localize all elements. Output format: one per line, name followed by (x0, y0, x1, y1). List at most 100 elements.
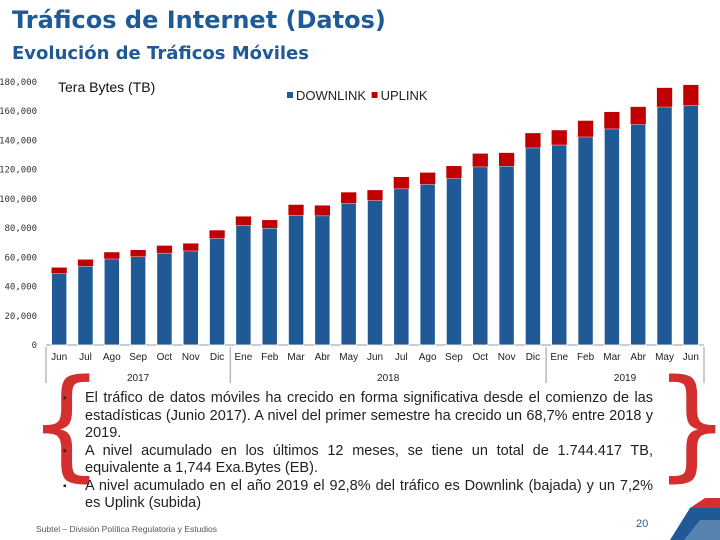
bar-downlink (393, 188, 410, 346)
y-tick-label: 80,000 (4, 224, 37, 234)
legend-swatch (371, 92, 378, 98)
x-tick-label: Dic (210, 352, 224, 363)
bar-uplink (656, 87, 673, 107)
legend-label: DOWNLINK (296, 88, 366, 103)
bar-downlink (603, 128, 620, 346)
right-brace: } (654, 365, 720, 485)
x-tick-label: Jun (683, 352, 699, 363)
y-tick-label: 60,000 (4, 253, 37, 263)
note-item: ▪ El tráfico de datos móviles ha crecido … (63, 390, 653, 443)
bar-downlink (577, 136, 594, 346)
bar-downlink (261, 227, 278, 346)
bar-uplink (577, 120, 594, 137)
bar-uplink (104, 252, 120, 259)
left-brace: { (28, 355, 105, 494)
x-tick-label: Jun (367, 352, 383, 363)
note-item: ▪ A nivel acumulado en el año 2019 el 92,… (63, 478, 653, 513)
bar-uplink (262, 220, 278, 229)
bar-downlink (630, 123, 647, 346)
year-label: 2019 (614, 373, 637, 384)
bar-downlink (77, 265, 94, 346)
x-tick-label: Sep (129, 352, 147, 363)
bar-downlink (498, 165, 515, 346)
bullet-icon: ▪ (63, 445, 67, 457)
x-tick-label: May (339, 352, 358, 363)
bullet-icon: ▪ (63, 480, 67, 492)
bar-uplink (498, 152, 515, 167)
note-text: A nivel acumulado en los últimos 12 mese… (85, 442, 653, 477)
y-tick-label: 40,000 (4, 283, 37, 293)
bar-uplink (314, 205, 330, 216)
x-tick-label: May (655, 352, 674, 363)
x-tick-label: Ene (235, 352, 253, 363)
bar-downlink (472, 166, 489, 346)
bar-downlink (209, 237, 226, 346)
x-tick-label: Oct (157, 352, 173, 363)
bar-uplink (683, 84, 699, 106)
bar-downlink (288, 214, 305, 346)
y-tick-label: 0 (32, 341, 37, 351)
page-subtitle: Evolución de Tráficos Móviles (12, 43, 309, 64)
x-tick-label: Feb (577, 352, 595, 363)
bar-uplink (472, 153, 488, 167)
traffic-bar-chart: 0 20,000 40,000 60,000 80,000 100,000 120,000 1… (0, 78, 705, 384)
x-tick-label: Jun (51, 352, 67, 363)
x-tick-label: Nov (498, 352, 516, 363)
bar-uplink (288, 204, 304, 215)
footer-text: Subtel – División Política Regulatoria y… (36, 524, 217, 534)
bar-uplink (525, 133, 541, 148)
bar-downlink (130, 256, 147, 346)
bar-uplink (446, 166, 462, 179)
x-tick-label: Abr (315, 352, 331, 363)
bar-uplink (341, 192, 357, 204)
y-tick-label: 20,000 (4, 312, 37, 322)
bar-uplink (393, 176, 409, 189)
x-tick-label: Ago (103, 352, 121, 363)
x-tick-label: Oct (472, 352, 488, 363)
x-tick-label: Feb (261, 352, 279, 363)
y-tick-label: 100,000 (0, 195, 37, 205)
page-title: Tráficos de Internet (Datos) (12, 6, 386, 34)
bar-downlink (366, 199, 384, 346)
bar-downlink (656, 106, 673, 346)
bar-downlink (340, 202, 357, 346)
notes-list: ▪ El tráfico de datos móviles ha crecido … (63, 390, 653, 513)
bar-downlink (445, 178, 462, 346)
x-tick-label: Abr (630, 352, 646, 363)
bar-uplink (156, 245, 173, 253)
y-tick-label: 120,000 (0, 166, 37, 176)
bullet-icon: ▪ (63, 393, 67, 404)
y-tick-label: 140,000 (0, 136, 37, 146)
note-item: ▪ A nivel acumulado en los últimos 12 mes… (63, 443, 653, 478)
legend-swatch (287, 92, 293, 98)
chart-title: Tera Bytes (TB) (58, 79, 155, 95)
bar-uplink (209, 230, 225, 239)
page-number: 20 (636, 518, 649, 530)
x-tick-label: Sep (445, 352, 463, 363)
bar-downlink (103, 258, 120, 346)
x-tick-label: Ago (419, 352, 437, 363)
note-text: El tráfico de datos móviles ha crecido e… (85, 390, 653, 441)
x-tick-label: Ene (550, 352, 568, 363)
x-tick-label: Nov (182, 352, 200, 363)
brand-logo-icon (670, 498, 720, 540)
bar-downlink (235, 224, 252, 346)
bar-downlink (51, 273, 68, 346)
bar-downlink (182, 250, 199, 346)
legend-label: UPLINK (381, 88, 428, 103)
bar-downlink (156, 252, 173, 346)
x-tick-label: Mar (287, 352, 305, 363)
x-tick-label: Mar (603, 352, 621, 363)
bar-uplink (183, 243, 199, 251)
y-tick-label: 160,000 (0, 107, 37, 117)
bar-uplink (77, 259, 94, 267)
year-label: 2018 (377, 373, 400, 384)
bar-downlink (314, 215, 331, 346)
x-tick-label: Dic (526, 352, 540, 363)
bar-downlink (419, 183, 436, 346)
bar-downlink (682, 104, 699, 346)
x-tick-label: Jul (79, 352, 92, 363)
bar-uplink (367, 190, 383, 201)
note-text: A nivel acumulado en el año 2019 el 92,8… (85, 477, 653, 512)
bar-downlink (551, 144, 568, 346)
